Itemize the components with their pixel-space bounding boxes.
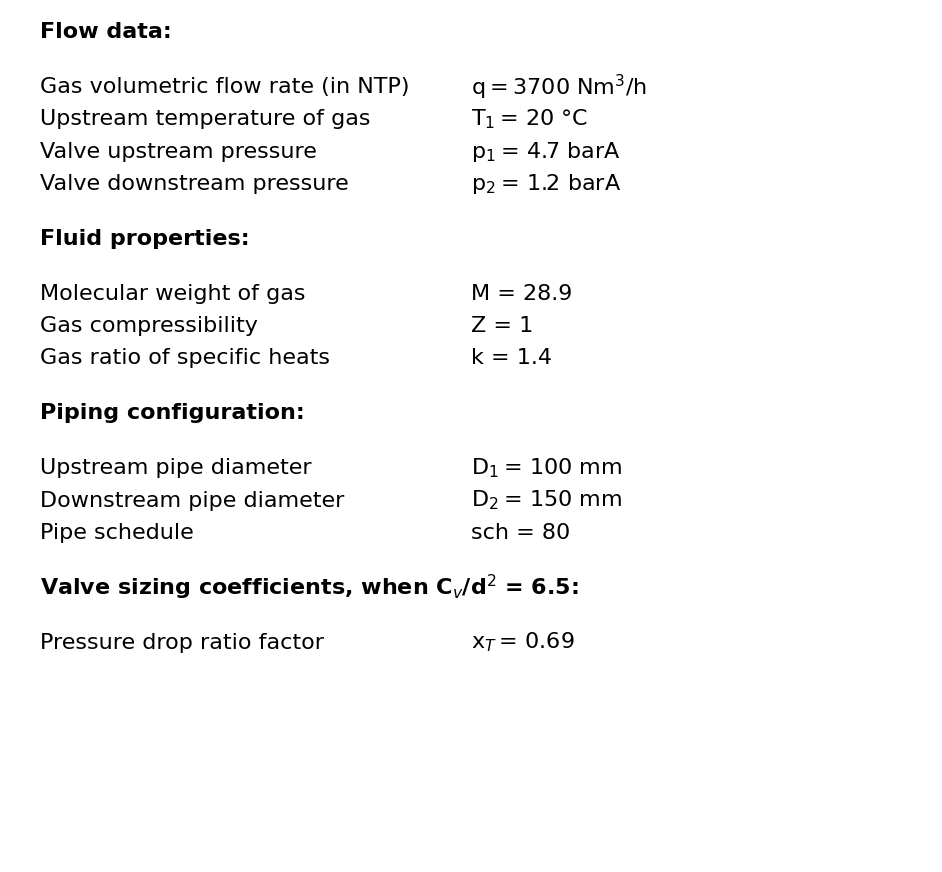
- Text: Valve sizing coefficients, when C$_{v}$/d$^{2}$ = 6.5:: Valve sizing coefficients, when C$_{v}$/…: [40, 573, 578, 603]
- Text: Valve upstream pressure: Valve upstream pressure: [40, 142, 317, 161]
- Text: D$_{1}$ = 100 mm: D$_{1}$ = 100 mm: [471, 456, 622, 480]
- Text: Gas compressibility: Gas compressibility: [40, 317, 257, 336]
- Text: x$_{T}$ = 0.69: x$_{T}$ = 0.69: [471, 630, 575, 655]
- Text: Pipe schedule: Pipe schedule: [40, 523, 193, 542]
- Text: Piping configuration:: Piping configuration:: [40, 404, 304, 423]
- Text: k = 1.4: k = 1.4: [471, 349, 552, 368]
- Text: Z = 1: Z = 1: [471, 317, 533, 336]
- Text: q = 3700 Nm$^{3}$/h: q = 3700 Nm$^{3}$/h: [471, 72, 647, 102]
- Text: T$_{1}$ = 20 °C: T$_{1}$ = 20 °C: [471, 107, 589, 132]
- Text: Fluid properties:: Fluid properties:: [40, 229, 250, 249]
- Text: Molecular weight of gas: Molecular weight of gas: [40, 284, 305, 303]
- Text: Pressure drop ratio factor: Pressure drop ratio factor: [40, 633, 323, 652]
- Text: D$_{2}$ = 150 mm: D$_{2}$ = 150 mm: [471, 488, 622, 513]
- Text: Gas ratio of specific heats: Gas ratio of specific heats: [40, 349, 330, 368]
- Text: Upstream pipe diameter: Upstream pipe diameter: [40, 459, 311, 478]
- Text: p$_{2}$ = 1.2 barA: p$_{2}$ = 1.2 barA: [471, 172, 621, 196]
- Text: Flow data:: Flow data:: [40, 23, 171, 42]
- Text: Valve downstream pressure: Valve downstream pressure: [40, 174, 349, 194]
- Text: p$_{1}$ = 4.7 barA: p$_{1}$ = 4.7 barA: [471, 140, 621, 164]
- Text: Upstream temperature of gas: Upstream temperature of gas: [40, 110, 370, 129]
- Text: sch = 80: sch = 80: [471, 523, 570, 542]
- Text: M = 28.9: M = 28.9: [471, 284, 573, 303]
- Text: Downstream pipe diameter: Downstream pipe diameter: [40, 491, 344, 510]
- Text: Gas volumetric flow rate (in NTP): Gas volumetric flow rate (in NTP): [40, 78, 409, 97]
